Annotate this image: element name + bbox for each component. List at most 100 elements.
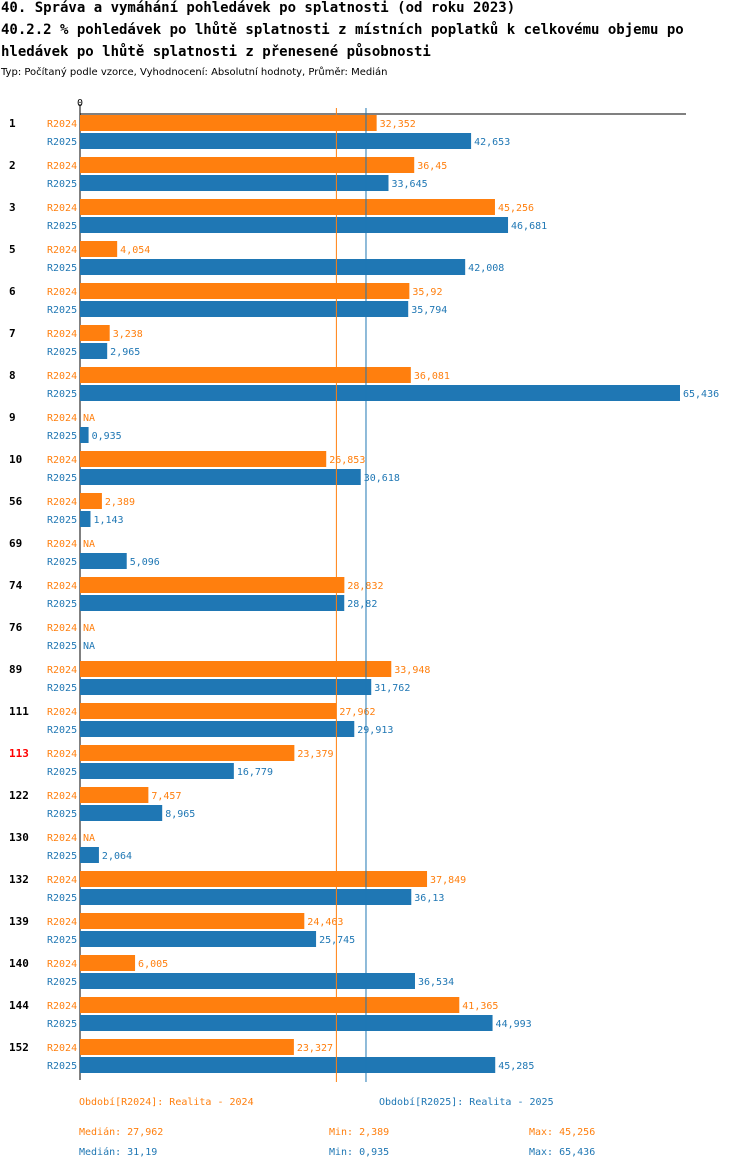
data-label: 2,064 bbox=[102, 851, 132, 862]
series-label: R2025 bbox=[47, 935, 77, 946]
data-label: 65,436 bbox=[683, 389, 719, 400]
bar bbox=[80, 763, 234, 779]
series-label: R2024 bbox=[47, 917, 77, 928]
series-label: R2025 bbox=[47, 599, 77, 610]
data-label: 26,853 bbox=[329, 455, 365, 466]
data-label: 42,653 bbox=[474, 137, 510, 148]
data-label: 8,965 bbox=[165, 809, 195, 820]
chart-type-description: Typ: Počítaný podle vzorce, Vyhodnocení:… bbox=[1, 67, 388, 78]
data-label: 44,993 bbox=[496, 1019, 532, 1030]
series-label: R2025 bbox=[47, 1061, 77, 1072]
data-label: 32,352 bbox=[380, 119, 416, 130]
bar bbox=[80, 385, 680, 401]
max-r2025: Max: 65,436 bbox=[529, 1147, 596, 1158]
category-label: 3 bbox=[9, 201, 16, 214]
bar bbox=[80, 133, 472, 149]
series-label: R2025 bbox=[47, 851, 77, 862]
series-label: R2024 bbox=[47, 833, 77, 844]
series-label: R2025 bbox=[47, 809, 77, 820]
series-label: R2025 bbox=[47, 221, 77, 232]
data-label: NA bbox=[83, 413, 95, 424]
data-label: 45,285 bbox=[498, 1061, 534, 1072]
series-label: R2025 bbox=[47, 767, 77, 778]
series-label: R2025 bbox=[47, 683, 77, 694]
bar bbox=[80, 805, 163, 821]
data-label: 6,005 bbox=[138, 959, 168, 970]
min-r2024: Min: 2,389 bbox=[329, 1127, 390, 1138]
bar bbox=[80, 973, 415, 989]
series-label: R2024 bbox=[47, 371, 77, 382]
data-label: NA bbox=[83, 539, 95, 550]
bar bbox=[80, 997, 460, 1013]
data-label: 28,832 bbox=[347, 581, 383, 592]
bar bbox=[80, 577, 345, 593]
bar bbox=[80, 511, 91, 527]
data-label: NA bbox=[83, 623, 95, 634]
series-label: R2025 bbox=[47, 431, 77, 442]
bar bbox=[80, 259, 466, 275]
data-label: 37,849 bbox=[430, 875, 466, 886]
series-label: R2025 bbox=[47, 389, 77, 400]
series-label: R2024 bbox=[47, 875, 77, 886]
data-label: 4,054 bbox=[120, 245, 150, 256]
median-r2025: Medián: 31,19 bbox=[79, 1147, 158, 1158]
bar bbox=[80, 745, 295, 761]
data-label: 7,457 bbox=[151, 791, 181, 802]
category-label: 9 bbox=[9, 411, 16, 424]
bar bbox=[80, 847, 99, 863]
series-label: R2024 bbox=[47, 665, 77, 676]
bar bbox=[80, 451, 327, 467]
series-label: R2024 bbox=[47, 245, 77, 256]
series-label: R2024 bbox=[47, 749, 77, 760]
series-label: R2024 bbox=[47, 161, 77, 172]
bar bbox=[80, 913, 305, 929]
bar bbox=[80, 115, 377, 131]
series-label: R2025 bbox=[47, 347, 77, 358]
series-label: R2025 bbox=[47, 473, 77, 484]
bar bbox=[80, 241, 118, 257]
chart-subtitle-line1: 40.2.2 % pohledávek po lhůtě splatnosti … bbox=[1, 22, 684, 38]
series-label: R2024 bbox=[47, 1001, 77, 1012]
bar bbox=[80, 325, 110, 341]
category-label: 1 bbox=[9, 117, 16, 130]
data-label: 23,379 bbox=[297, 749, 333, 760]
series-label: R2024 bbox=[47, 413, 77, 424]
bar bbox=[80, 469, 361, 485]
data-label: 5,096 bbox=[130, 557, 160, 568]
data-label: 36,13 bbox=[414, 893, 444, 904]
category-label: 89 bbox=[9, 663, 22, 676]
series-label: R2025 bbox=[47, 1019, 77, 1030]
data-label: 33,645 bbox=[391, 179, 427, 190]
series-label: R2024 bbox=[47, 959, 77, 970]
data-label: 0,935 bbox=[92, 431, 122, 442]
bar bbox=[80, 553, 127, 569]
bar bbox=[80, 301, 409, 317]
data-label: 46,681 bbox=[511, 221, 547, 232]
category-label: 56 bbox=[9, 495, 23, 508]
series-label: R2024 bbox=[47, 581, 77, 592]
category-label: 113 bbox=[9, 747, 29, 760]
bar bbox=[80, 955, 136, 971]
bar bbox=[80, 679, 372, 695]
max-r2024: Max: 45,256 bbox=[529, 1127, 596, 1138]
bar bbox=[80, 217, 509, 233]
data-label: 23,327 bbox=[297, 1043, 333, 1054]
data-label: 3,238 bbox=[113, 329, 143, 340]
series-label: R2025 bbox=[47, 179, 77, 190]
series-label: R2025 bbox=[47, 641, 77, 652]
bar bbox=[80, 1057, 496, 1073]
series-label: R2024 bbox=[47, 497, 77, 508]
data-label: 29,913 bbox=[357, 725, 393, 736]
category-label: 2 bbox=[9, 159, 16, 172]
data-label: 30,618 bbox=[364, 473, 400, 484]
series-label: R2025 bbox=[47, 977, 77, 988]
bar bbox=[80, 175, 389, 191]
data-label: 2,965 bbox=[110, 347, 140, 358]
category-label: 7 bbox=[9, 327, 16, 340]
series-label: R2025 bbox=[47, 557, 77, 568]
bar bbox=[80, 343, 108, 359]
data-label: NA bbox=[83, 833, 95, 844]
bar bbox=[80, 493, 102, 509]
series-label: R2025 bbox=[47, 263, 77, 274]
legend-r2024: Období[R2024]: Realita - 2024 bbox=[79, 1097, 254, 1108]
